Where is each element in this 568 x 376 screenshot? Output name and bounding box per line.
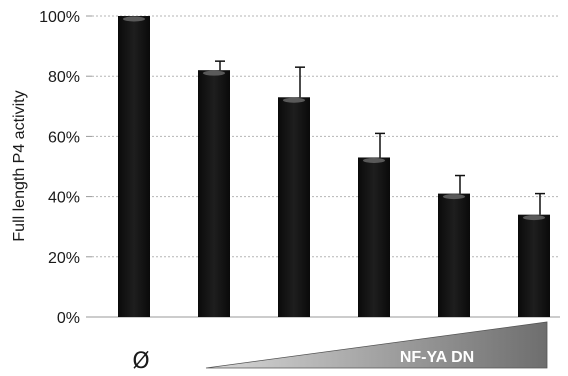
bar-top-highlight — [523, 215, 545, 221]
bar-top-highlight — [443, 194, 465, 200]
y-tick-label: 60% — [48, 129, 80, 146]
bar — [278, 97, 310, 318]
bar-group — [278, 66, 310, 318]
nf-ya-dn-ramp — [205, 321, 548, 369]
y-tick-label: 40% — [48, 190, 80, 207]
bars — [118, 16, 550, 318]
bar-group — [118, 16, 150, 317]
bar — [198, 70, 230, 318]
ramp-label: NF-YA DN — [400, 349, 474, 366]
gridlines — [92, 15, 560, 258]
y-tick-label: 20% — [48, 250, 80, 267]
y-axis-ticks: 0% 20% 40% 60% 80% 100% — [39, 9, 92, 327]
bar-top-highlight — [363, 157, 385, 163]
bar-top-highlight — [283, 97, 305, 103]
bar — [438, 193, 470, 317]
y-axis-label: Full length P4 activity — [11, 90, 28, 241]
bar-top-highlight — [203, 70, 225, 76]
bar — [118, 16, 150, 317]
y-tick-label: 80% — [48, 69, 80, 86]
bar-group — [198, 60, 230, 318]
control-label: Ø — [132, 349, 149, 374]
bar — [358, 157, 390, 317]
bar-group — [358, 132, 390, 317]
bar — [518, 214, 550, 317]
y-tick-label: 0% — [57, 310, 80, 327]
y-tick-label: 100% — [39, 9, 80, 26]
bar-group — [438, 174, 470, 317]
bar-top-highlight — [123, 16, 145, 22]
bar-group — [518, 192, 550, 317]
